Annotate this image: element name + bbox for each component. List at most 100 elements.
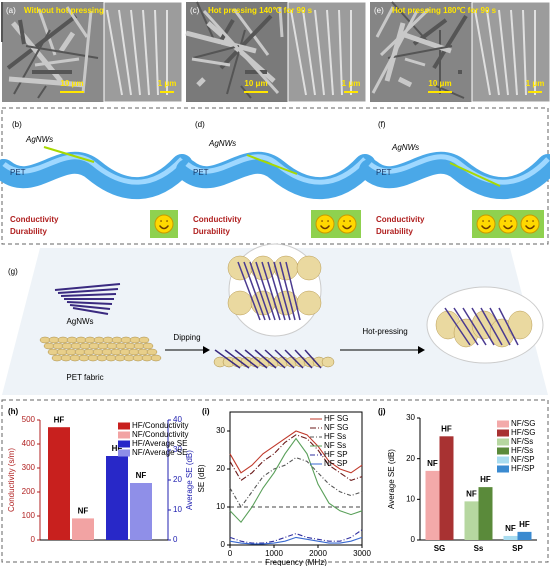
wire-label: AgNWs	[391, 143, 419, 152]
yarn-blob	[296, 255, 322, 281]
axis-title: Average SE (dB)	[185, 450, 194, 510]
bar-label: HF	[519, 520, 530, 529]
fabric-yarn	[78, 354, 90, 362]
fabric-yarn	[75, 336, 87, 344]
nanowire	[214, 349, 241, 369]
nanowire	[274, 349, 295, 369]
arrow-head	[203, 346, 210, 354]
nanowire-texture	[290, 9, 307, 96]
bar-label: HF	[54, 415, 65, 424]
bar-label: HF	[112, 444, 123, 453]
bar	[72, 518, 94, 540]
fiber-texture	[58, 31, 76, 53]
legend-label: HF SG	[324, 414, 348, 423]
plot-frame	[229, 411, 363, 546]
panel-letter: (e)	[374, 6, 384, 15]
fabric-yarn	[138, 336, 150, 344]
fiber-texture	[65, 6, 89, 38]
y-tick-label: 0	[221, 540, 226, 549]
property-label: Conductivity	[10, 215, 59, 224]
nanowire	[60, 293, 117, 297]
nanowire-texture	[498, 9, 509, 96]
pet-highlight	[185, 154, 367, 185]
nanowire-texture	[338, 9, 343, 96]
smiley-face	[342, 220, 352, 230]
fiber-texture	[8, 76, 86, 88]
scale-label: 10 μm	[60, 79, 83, 88]
series-line	[229, 434, 363, 482]
scale-label: 10 μm	[244, 79, 267, 88]
smiley-face	[159, 220, 169, 230]
fabric-yarn	[51, 354, 63, 362]
fabric-yarn	[69, 354, 81, 362]
panel-letter: (f)	[378, 120, 386, 129]
bar-label: NF	[466, 489, 477, 498]
nanowire	[254, 349, 277, 369]
fabric-yarn	[60, 354, 72, 362]
y-tick-label: 20	[173, 475, 182, 484]
fabric-yarn	[137, 348, 149, 356]
legend-swatch	[118, 440, 130, 448]
nanowire	[237, 261, 261, 321]
legend-label: NF/Conductivity	[132, 430, 188, 439]
nanowire	[489, 307, 511, 346]
fabric-yarn	[114, 354, 126, 362]
fabric-yarn	[87, 354, 99, 362]
fabric-yarn	[84, 336, 96, 344]
nanowire	[243, 261, 266, 321]
smiley-face	[320, 220, 330, 230]
legend-swatch	[118, 431, 130, 439]
nanowire	[294, 349, 313, 369]
fabric-yarn	[48, 336, 60, 344]
nanowire	[72, 307, 109, 315]
fiber-texture	[226, 29, 246, 95]
smiley-face	[481, 220, 491, 230]
legend-label: NF/SP	[511, 455, 535, 464]
legend-label: HF/Conductivity	[132, 421, 188, 430]
nanowire-texture	[510, 9, 518, 96]
series-line	[229, 430, 363, 474]
fabric-yarn	[96, 354, 108, 362]
smiley	[154, 214, 174, 234]
yarn-blob	[227, 290, 253, 316]
scale-label: 1 μm	[342, 79, 361, 88]
nanowire	[279, 261, 296, 321]
nanowire	[57, 288, 119, 294]
chart-box	[1, 399, 549, 563]
y-tick-label: 100	[22, 511, 36, 520]
legend-label: NF/Average SE	[132, 448, 187, 457]
y-tick-label: 20	[216, 464, 225, 473]
fabric-yarn	[52, 342, 64, 350]
yarn-blob	[507, 310, 533, 340]
nanowire	[246, 154, 298, 175]
y-tick-label: 10	[406, 494, 415, 503]
bar-label: NF	[505, 524, 516, 533]
nanowire	[471, 307, 495, 346]
property-label: Durability	[376, 227, 413, 236]
fabric-yarn	[101, 348, 113, 356]
y-tick-label: 40	[173, 415, 182, 424]
nanowire	[304, 349, 322, 369]
fiber-texture	[387, 45, 453, 59]
legend-label: HF/SG	[511, 428, 535, 437]
bar	[425, 470, 440, 540]
panel-letter: (d)	[195, 120, 205, 129]
fabric-yarn	[128, 348, 140, 356]
y-tick-label: 500	[22, 415, 36, 424]
fiber-texture	[37, 8, 57, 56]
legend-label: HF/Average SE	[132, 439, 187, 448]
fabric-yarn	[93, 336, 105, 344]
nanowire	[234, 349, 259, 369]
fabric-yarn	[110, 348, 122, 356]
fabric-yarn	[150, 354, 162, 362]
bar	[130, 483, 152, 540]
bar-label: HF	[441, 424, 452, 433]
fiber-texture	[34, 57, 80, 67]
step-label: Dipping	[173, 333, 200, 342]
x-tick-label: 3000	[353, 549, 371, 558]
axis-title: Frequency (MHz)	[265, 558, 327, 566]
x-tick-label: 0	[228, 549, 233, 558]
y-tick-label: 30	[216, 426, 225, 435]
fabric-yarn	[43, 342, 55, 350]
fabric-yarn	[129, 336, 141, 344]
